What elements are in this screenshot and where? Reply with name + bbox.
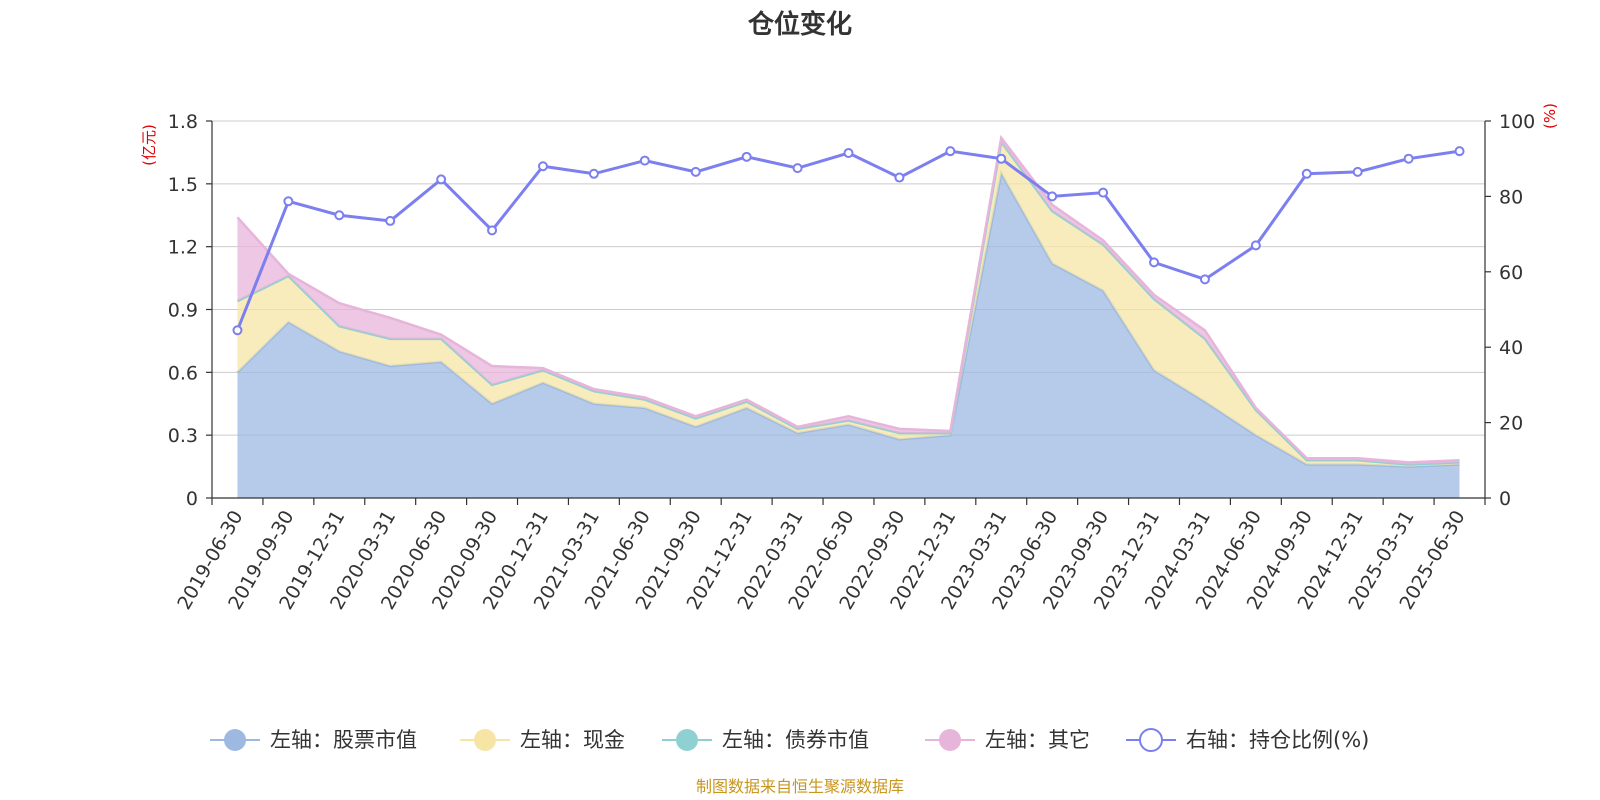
right-axis-tick-label: 100 <box>1499 111 1535 133</box>
left-axis-tick-label: 1.2 <box>168 237 198 259</box>
legend-label: 左轴：债券市值 <box>722 728 869 752</box>
left-axis-tick-label: 0.3 <box>168 425 198 447</box>
ratio-point <box>945 146 956 157</box>
legend-marker <box>224 729 246 751</box>
left-axis-tick-label: 1.5 <box>168 174 198 196</box>
ratio-point <box>537 161 548 172</box>
legend-marker <box>676 729 698 751</box>
ratio-point <box>1098 187 1109 198</box>
legend-item: 左轴：股票市值 <box>210 728 417 752</box>
ratio-point <box>1352 166 1363 177</box>
ratio-point <box>232 325 243 336</box>
ratio-point <box>996 153 1007 164</box>
ratio-point <box>436 174 447 185</box>
legend-marker <box>939 729 961 751</box>
ratio-point <box>741 151 752 162</box>
area-左轴：股票市值 <box>237 173 1460 499</box>
area-series-layer <box>236 134 1460 499</box>
legend-item: 左轴：债券市值 <box>662 728 869 752</box>
left-axis-tick-label: 0 <box>186 488 198 510</box>
legend-label: 左轴：其它 <box>985 728 1090 752</box>
ratio-point <box>1047 191 1058 202</box>
right-axis-unit: (%) <box>1541 103 1559 129</box>
ratio-point <box>1199 274 1210 285</box>
ratio-point <box>894 172 905 183</box>
ratio-point <box>690 166 701 177</box>
legend-marker <box>474 729 496 751</box>
ratio-point <box>334 210 345 221</box>
ratio-point <box>385 215 396 226</box>
chart-title: 仓位变化 <box>747 9 852 40</box>
right-axis-tick-label: 20 <box>1499 413 1523 435</box>
ratio-point <box>1454 146 1465 157</box>
right-axis-tick-label: 80 <box>1499 186 1523 208</box>
legend-item: 左轴：现金 <box>460 728 625 752</box>
legend-item: 左轴：其它 <box>925 728 1090 752</box>
right-axis-tick-label: 60 <box>1499 262 1523 284</box>
left-axis-unit: (亿元) <box>140 124 158 166</box>
right-axis-tick-label: 0 <box>1499 488 1511 510</box>
ratio-point <box>487 225 498 236</box>
ratio-point <box>1301 168 1312 179</box>
left-axis-tick-label: 0.9 <box>168 300 198 322</box>
ratio-line <box>236 149 1460 331</box>
legend-label: 右轴：持仓比例(%) <box>1186 728 1369 752</box>
ratio-point <box>639 155 650 166</box>
ratio-point <box>588 168 599 179</box>
legend-marker <box>1139 728 1163 752</box>
ratio-point <box>1250 240 1261 251</box>
legend-label: 左轴：现金 <box>520 728 625 752</box>
ratio-point <box>843 148 854 159</box>
legend: 左轴：股票市值 左轴：现金 左轴：债券市值 左轴：其它 右轴：持仓比例(%) <box>210 728 1369 752</box>
ratio-point <box>1149 257 1160 268</box>
ratio-point <box>792 163 803 174</box>
legend-item: 右轴：持仓比例(%) <box>1126 728 1369 752</box>
area-edge-左轴：其它 <box>236 134 1460 464</box>
ratio-line-layer <box>232 146 1465 336</box>
legend-label: 左轴：股票市值 <box>270 728 417 752</box>
left-axis-tick-label: 1.8 <box>168 111 198 133</box>
ratio-point <box>283 196 294 207</box>
ratio-point <box>1403 153 1414 164</box>
data-source-note: 制图数据来自恒生聚源数据库 <box>696 777 904 796</box>
left-axis-tick-label: 0.6 <box>168 362 198 384</box>
right-axis-tick-label: 40 <box>1499 337 1523 359</box>
